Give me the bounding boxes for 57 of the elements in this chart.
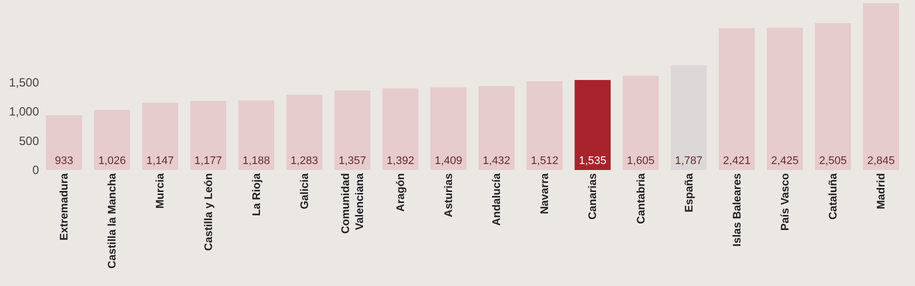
bar	[238, 100, 274, 170]
data-label: 1,188	[242, 155, 270, 167]
x-tick-label: Castilla la Mancha	[106, 172, 119, 269]
data-label: 1,512	[530, 155, 558, 167]
x-tick-label: Cataluña	[827, 172, 840, 220]
data-label: 1,535	[578, 155, 606, 167]
data-label: 1,147	[146, 155, 174, 167]
data-label: 1,357	[338, 155, 366, 167]
data-label: 2,845	[867, 155, 895, 167]
y-tick-label: 1,000	[8, 104, 40, 119]
y-tick-label: 0	[32, 163, 40, 178]
bar	[94, 110, 130, 170]
data-label: 1,409	[434, 155, 462, 167]
data-label: 933	[54, 155, 74, 167]
x-tick-label: Navarra	[539, 172, 552, 214]
data-label: 1,605	[626, 155, 654, 167]
x-tick-label: Asturias	[443, 173, 456, 218]
bar	[286, 94, 322, 170]
x-tick-label: Castilla y León	[202, 172, 215, 251]
bar	[430, 87, 466, 170]
bar	[190, 101, 226, 170]
bar	[862, 3, 899, 170]
x-tick-label: La Rioja	[250, 172, 263, 216]
data-label: 1,392	[386, 155, 414, 167]
x-tick-label: Islas Baleares	[731, 173, 744, 247]
bar	[46, 115, 82, 170]
data-label: 2,421	[723, 155, 751, 167]
data-label: 1,177	[194, 155, 222, 167]
bar	[766, 28, 803, 170]
bar	[334, 90, 370, 170]
data-label: 1,283	[290, 155, 318, 167]
x-tick-label: Galicia	[298, 172, 311, 210]
x-tick-label: Madrid	[876, 173, 888, 210]
data-label: 1,787	[674, 155, 703, 167]
x-tick-label: Extremadura	[58, 172, 71, 240]
data-label: 2,505	[819, 155, 847, 167]
x-tick-label: País Vasco	[779, 172, 792, 231]
bar	[574, 80, 611, 170]
bar	[622, 76, 659, 170]
bar	[526, 81, 563, 170]
bar	[478, 86, 515, 170]
bar	[142, 102, 178, 170]
bar	[382, 88, 418, 170]
y-tick-label: 1,500	[8, 75, 40, 90]
x-tick-label: España	[683, 172, 696, 212]
x-tick-label: Cantabria	[635, 172, 648, 224]
x-tick-label: Comunidad Valenciana	[340, 172, 366, 234]
y-tick-label: 500	[18, 134, 40, 148]
data-label: 2,425	[771, 155, 799, 167]
bar	[718, 28, 755, 170]
bar	[814, 23, 851, 170]
x-tick-label: Canarias	[587, 173, 600, 220]
data-label: 1,026	[98, 155, 126, 167]
data-label: 1,432	[482, 155, 510, 167]
x-tick-label: Murcia	[154, 172, 167, 209]
x-tick-label: Aragón	[394, 172, 407, 212]
x-tick-label: Andalucía	[491, 172, 504, 226]
